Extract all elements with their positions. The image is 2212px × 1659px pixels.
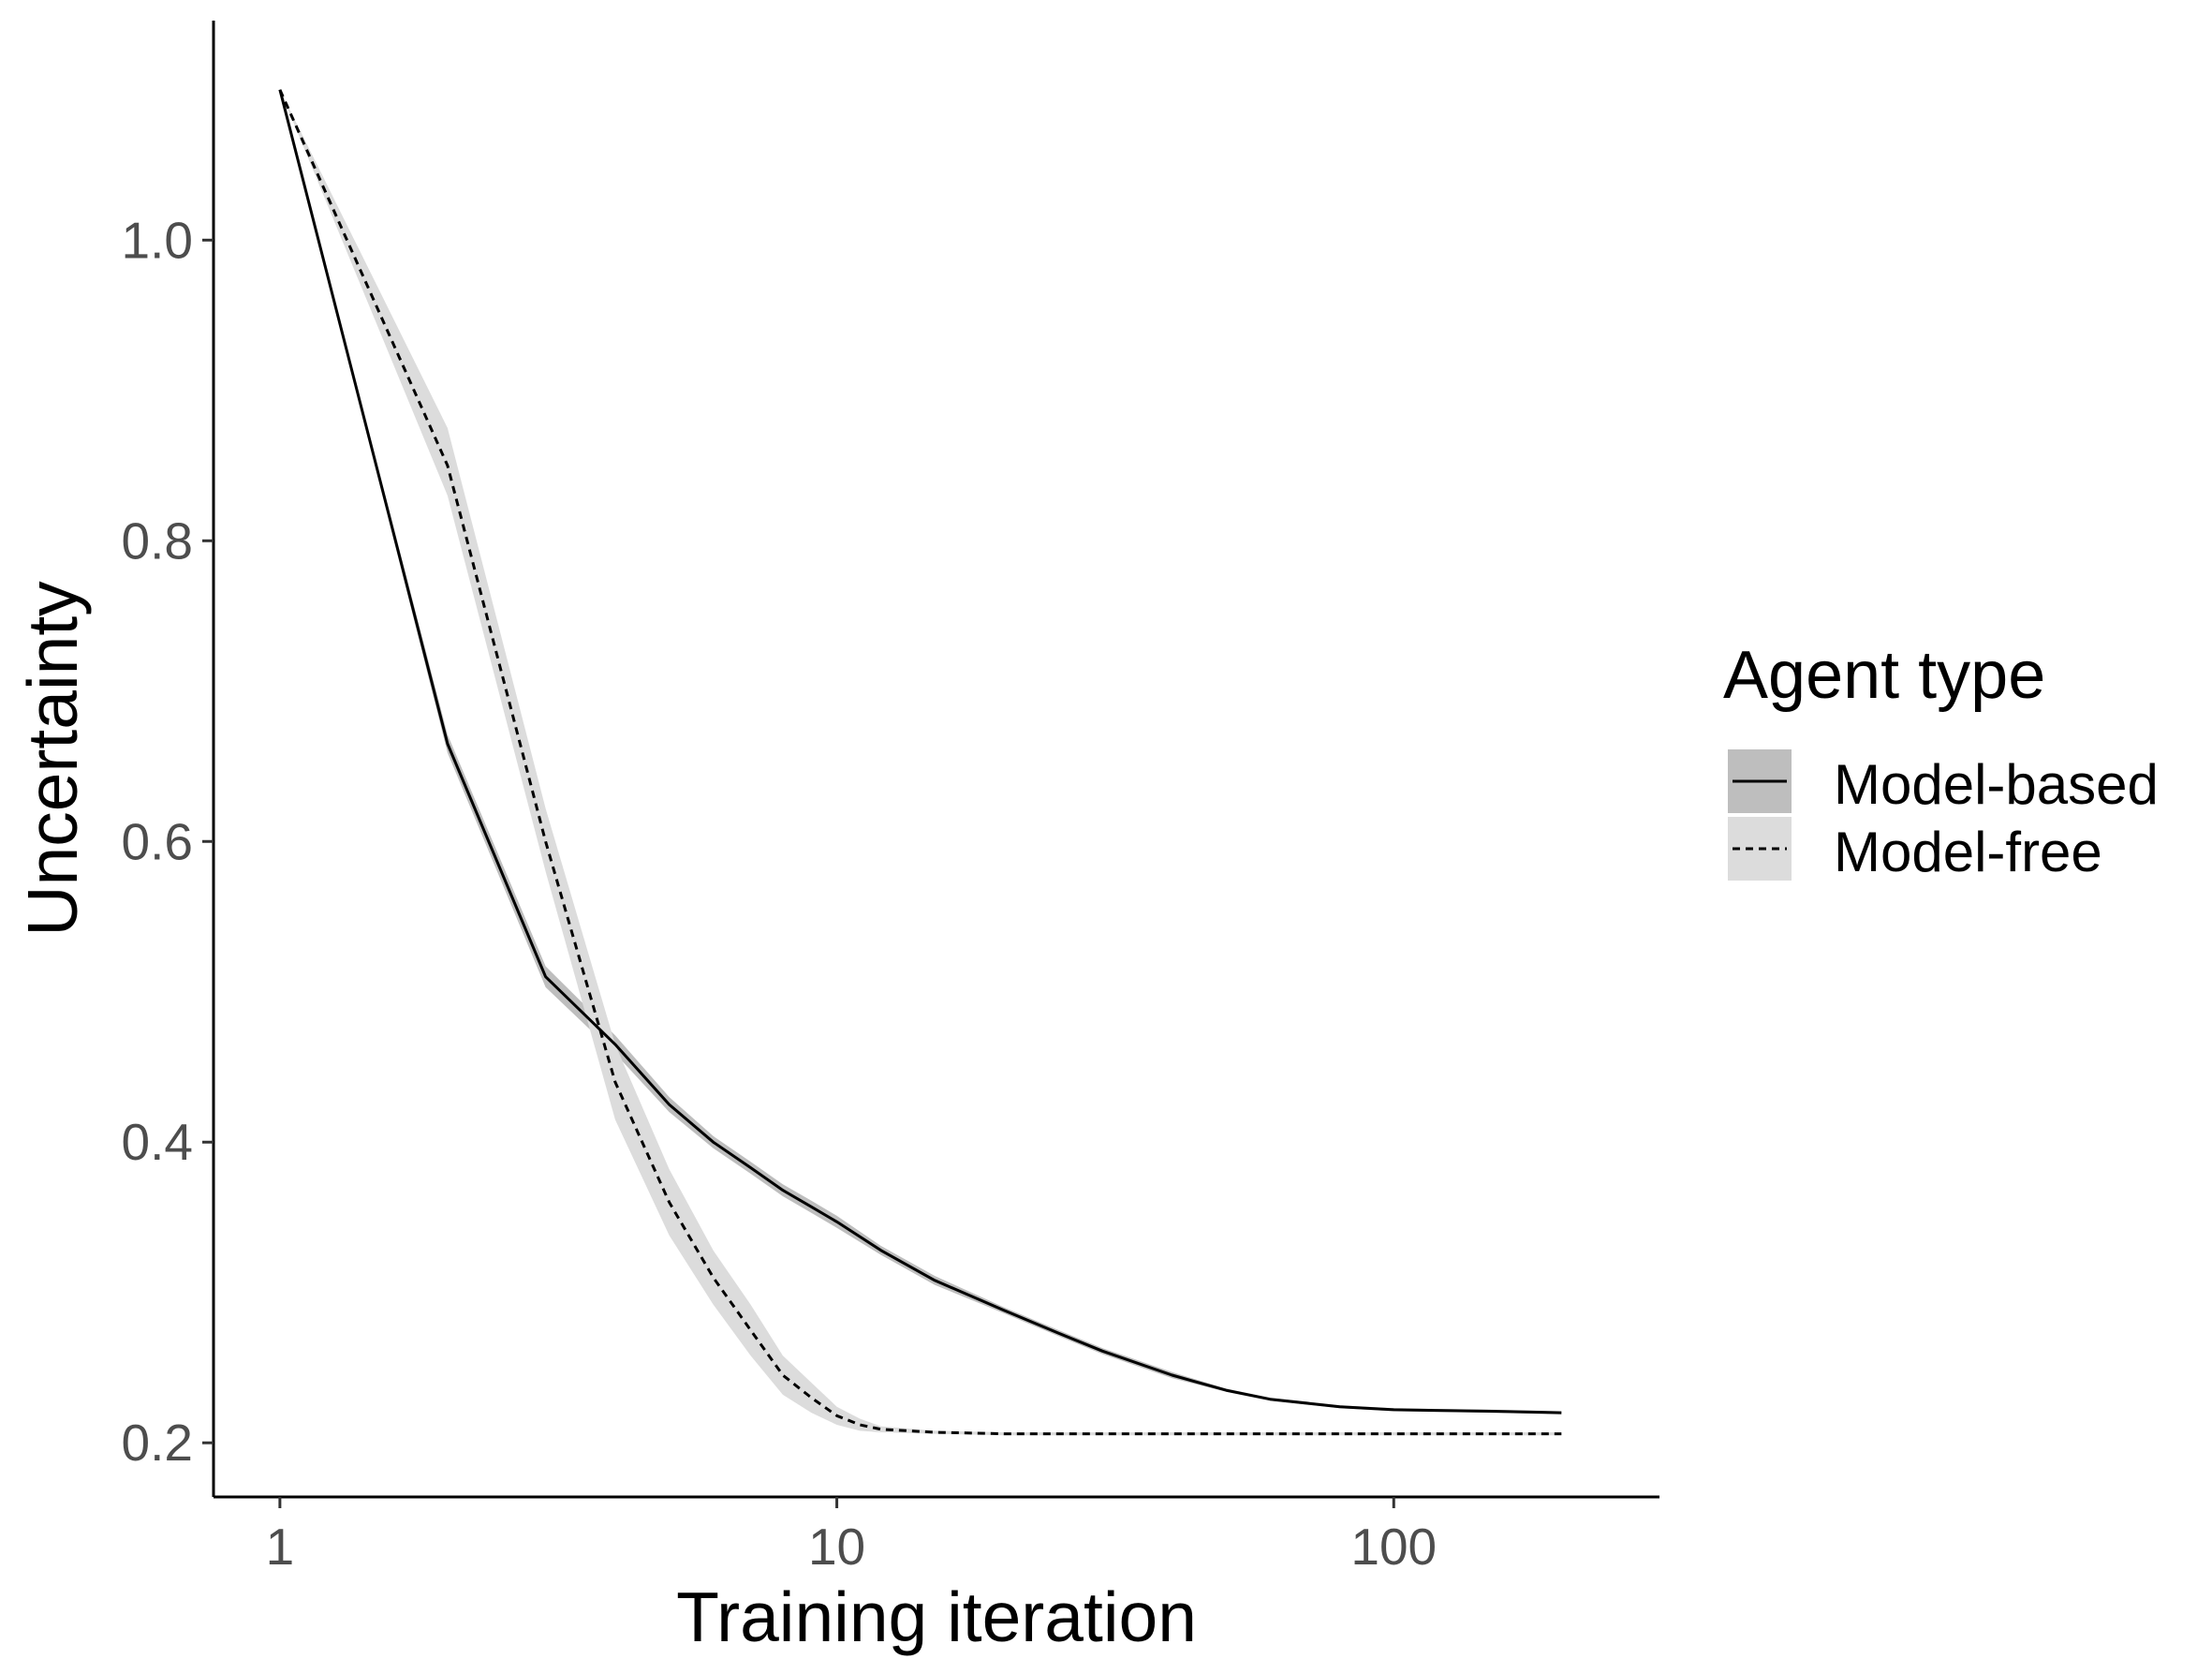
legend-title: Agent type: [1723, 638, 2045, 713]
legend-label-model-based: Model-based: [1834, 753, 2159, 816]
y-tick-label: 0.2: [122, 1414, 193, 1472]
x-axis-title: Training iteration: [676, 1578, 1197, 1656]
y-tick-label: 1.0: [122, 211, 193, 269]
confidence-bands: [279, 89, 1562, 1436]
legend: Agent type Model-based Model-free: [1723, 638, 2159, 883]
y-ticks: 0.2 0.4 0.6 0.8 1.0: [122, 211, 214, 1472]
y-tick-label: 0.8: [122, 511, 193, 570]
legend-label-model-free: Model-free: [1834, 821, 2102, 883]
series-lines: [278, 89, 1562, 1436]
y-axis-title: Uncertainty: [13, 581, 92, 937]
x-tick-label: 10: [808, 1518, 865, 1576]
line-model-based: [278, 89, 1562, 1415]
x-tick-label: 1: [266, 1518, 295, 1576]
x-tick-label: 100: [1350, 1518, 1437, 1576]
band-model-free: [279, 89, 1562, 1436]
y-tick-label: 0.4: [122, 1113, 193, 1171]
line-model-free: [278, 89, 1562, 1436]
x-ticks: 1 10 100: [266, 1497, 1437, 1576]
y-tick-label: 0.6: [122, 812, 193, 870]
band-model-based: [279, 89, 1562, 1415]
